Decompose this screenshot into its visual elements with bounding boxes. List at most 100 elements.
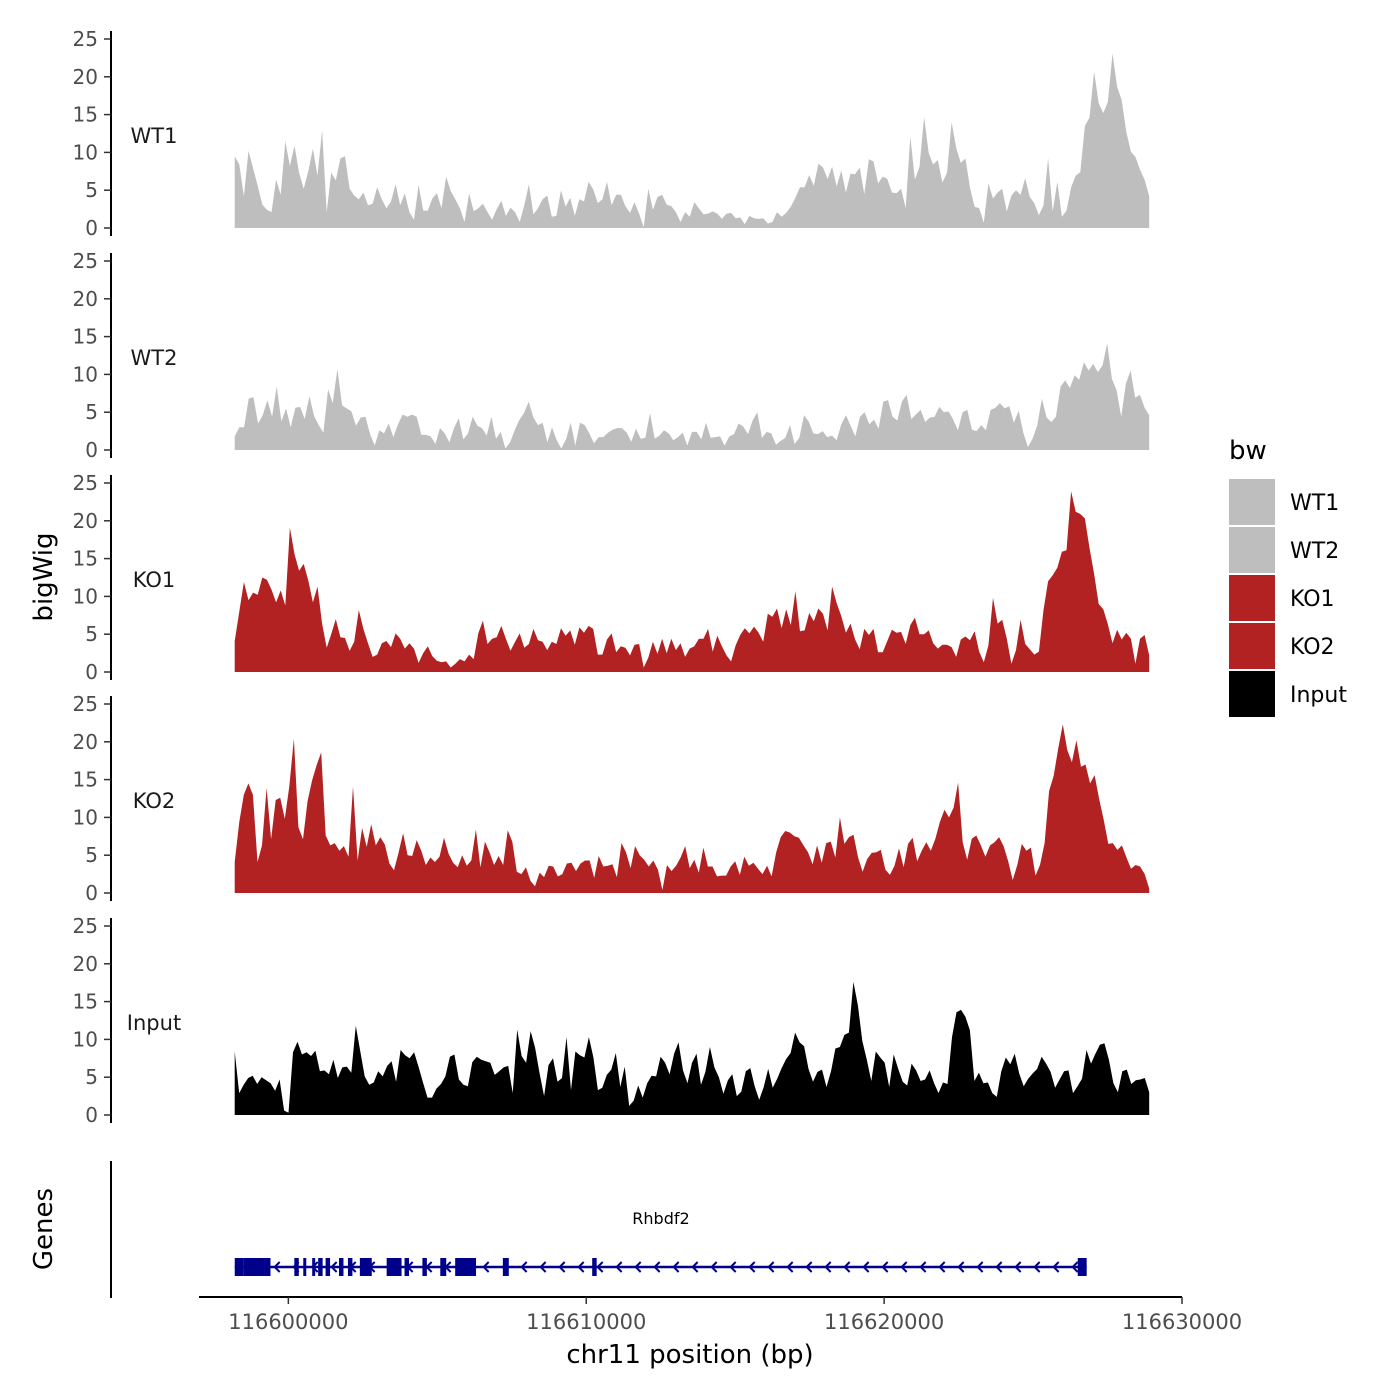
gene-exon (264, 1258, 271, 1276)
gene-exon (294, 1258, 299, 1276)
strand-arrow (786, 1261, 794, 1273)
x-tick-label: 116600000 (228, 1310, 348, 1334)
track-input-y-tick-label: 15 (73, 990, 98, 1014)
legend-label-wt2: WT2 (1290, 539, 1339, 564)
track-ko1-y-tick-label: 20 (73, 509, 98, 533)
gene-exon (455, 1258, 477, 1276)
strand-arrow (672, 1261, 680, 1273)
track-wt2-y-tick-label: 20 (73, 287, 98, 311)
track-label-wt1: WT1 (131, 124, 178, 148)
area-series-wt1 (234, 53, 1150, 229)
legend-label-ko2: KO2 (1290, 635, 1335, 660)
x-axis-ticks: 116600000 116610000 116620000 116630000 (228, 1297, 1242, 1334)
track-ko1-y-tick-label: 25 (73, 471, 98, 495)
area-series-input (234, 981, 1150, 1115)
gene-model-rhbdf2 (234, 1258, 1087, 1276)
strand-arrow (691, 1261, 699, 1273)
legend-items: WT1 WT2 KO1 KO2 Input (1229, 479, 1347, 717)
strand-arrow (577, 1261, 585, 1273)
track-ko1-y-tick-label: 15 (73, 547, 98, 571)
strand-arrow (957, 1261, 965, 1273)
gene-label-rhbdf2: Rhbdf2 (632, 1209, 689, 1228)
gene-exon (312, 1258, 316, 1276)
gene-exon (303, 1258, 307, 1276)
gene-exon (592, 1258, 597, 1276)
track-ko2-y-tick-label: 10 (73, 805, 98, 829)
gene-exon (359, 1258, 372, 1276)
strand-arrow (729, 1261, 737, 1273)
strand-arrow (995, 1261, 1003, 1273)
track-wt2-y-tick-label: 15 (73, 325, 98, 349)
gene-exon (440, 1258, 447, 1276)
strand-arrow (273, 1261, 281, 1273)
track-input-y-tick-label: 0 (85, 1103, 98, 1127)
x-tick-label: 116630000 (1122, 1310, 1242, 1334)
strand-arrow (900, 1261, 908, 1273)
track-label-ko1: KO1 (133, 568, 176, 592)
bigwig-axis-title: bigWig (29, 532, 59, 621)
legend-key-input (1229, 671, 1275, 717)
track-wt2-y-tick-label: 10 (73, 362, 98, 386)
strand-arrow (805, 1261, 813, 1273)
track-input-y-tick-label: 5 (85, 1065, 98, 1089)
strand-arrow (1071, 1261, 1079, 1273)
strand-arrow (330, 1261, 338, 1273)
area-series-wt2 (234, 343, 1150, 450)
track-wt2: 0 5 10 15 20 25 WT2 (73, 249, 1150, 462)
legend-key-ko2 (1229, 623, 1275, 669)
legend-key-ko1 (1229, 575, 1275, 621)
gene-track: Genes Rhbdf2 (29, 1161, 1087, 1298)
track-ko2: 0 5 10 15 20 25 KO2 (73, 692, 1150, 905)
gene-exon (502, 1258, 509, 1276)
track-wt1: 0 5 10 15 20 25 WT1 (73, 27, 1150, 240)
track-label-ko2: KO2 (133, 789, 176, 813)
strand-arrow (520, 1261, 528, 1273)
track-wt1-y-tick-label: 20 (73, 65, 98, 89)
legend: bw WT1 WT2 KO1 KO2 Input (1229, 436, 1347, 717)
strand-arrow (539, 1261, 547, 1273)
gene-exon (1077, 1258, 1087, 1276)
strand-arrow (748, 1261, 756, 1273)
track-input-y-tick-label: 10 (73, 1027, 98, 1051)
legend-title: bw (1229, 436, 1267, 466)
gene-exon (234, 1258, 244, 1276)
gene-exon (339, 1258, 344, 1276)
gene-exon (347, 1258, 353, 1276)
track-wt2-y-tick-label: 5 (85, 400, 98, 424)
strand-arrow (1052, 1261, 1060, 1273)
track-ko1-y-tick-label: 5 (85, 622, 98, 646)
track-ko2-y-tick-label: 20 (73, 730, 98, 754)
strand-arrow (634, 1261, 642, 1273)
strand-arrow (843, 1261, 851, 1273)
legend-key-wt1 (1229, 479, 1275, 525)
area-series-ko2 (234, 724, 1150, 893)
track-input: 0 5 10 15 20 25 Input (73, 914, 1150, 1127)
strand-arrow (919, 1261, 927, 1273)
gene-exon (318, 1258, 323, 1276)
x-tick-label: 116620000 (824, 1310, 944, 1334)
legend-label-ko1: KO1 (1290, 587, 1335, 612)
track-ko2-y-tick-label: 5 (85, 843, 98, 867)
strand-arrow (976, 1261, 984, 1273)
track-ko2-y-tick-label: 0 (85, 881, 98, 905)
track-label-input: Input (127, 1011, 181, 1035)
strand-arrow (1033, 1261, 1041, 1273)
track-input-y-tick-label: 25 (73, 914, 98, 938)
strand-arrow (767, 1261, 775, 1273)
gene-exon (325, 1258, 331, 1276)
legend-label-input: Input (1290, 683, 1347, 708)
strand-arrow (862, 1261, 870, 1273)
legend-label-wt1: WT1 (1290, 491, 1339, 516)
track-wt1-y-tick-label: 0 (85, 216, 98, 240)
area-series-ko1 (234, 491, 1150, 672)
gene-exon (404, 1258, 410, 1276)
track-ko2-y-tick-label: 15 (73, 768, 98, 792)
gene-exon (422, 1258, 427, 1276)
track-wt1-y-tick-label: 15 (73, 103, 98, 127)
track-wt1-y-tick-label: 25 (73, 27, 98, 51)
strand-arrow (881, 1261, 889, 1273)
strand-arrow (615, 1261, 623, 1273)
track-ko1-y-tick-label: 0 (85, 660, 98, 684)
strand-arrow (710, 1261, 718, 1273)
